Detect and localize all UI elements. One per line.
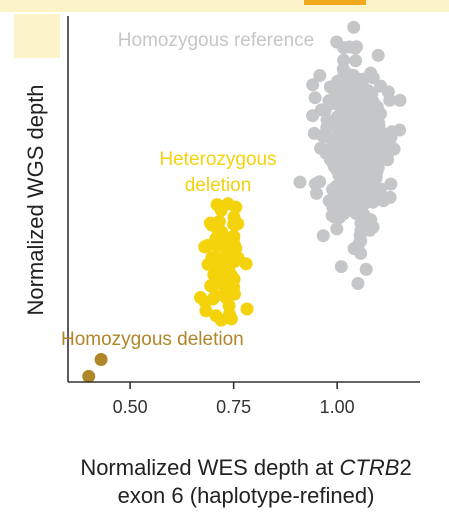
annotation-homozygous-reference: Homozygous reference <box>118 30 314 51</box>
annotation-homozygous-deletion: Homozygous deletion <box>61 329 244 350</box>
point-homozygous-reference <box>351 166 365 180</box>
point-heterozygous-deletion <box>226 232 240 245</box>
point-homozygous-reference <box>313 175 327 189</box>
point-homozygous-reference <box>371 48 385 62</box>
annotation-heterozygous-line2: deletion <box>185 175 252 196</box>
point-homozygous-reference <box>327 210 341 224</box>
point-homozygous-reference <box>357 197 371 211</box>
point-homozygous-reference <box>313 69 327 82</box>
point-homozygous-deletion <box>94 353 108 366</box>
point-homozygous-reference <box>345 111 358 124</box>
point-heterozygous-deletion <box>240 302 254 316</box>
point-homozygous-reference <box>393 93 407 107</box>
point-heterozygous-deletion <box>222 263 236 277</box>
point-homozygous-deletion <box>82 369 96 383</box>
point-homozygous-reference <box>374 145 388 158</box>
top-strip-accent <box>304 0 366 5</box>
point-homozygous-reference <box>365 86 379 100</box>
point-homozygous-reference <box>352 236 366 250</box>
point-homozygous-reference <box>314 141 328 155</box>
point-homozygous-reference <box>331 161 345 175</box>
point-homozygous-reference <box>334 260 348 274</box>
point-homozygous-reference <box>370 100 384 114</box>
x-axis-title-line2: exon 6 (haplotype-refined) <box>118 483 375 508</box>
point-heterozygous-deletion <box>211 223 225 237</box>
top-strip <box>0 0 449 12</box>
point-homozygous-reference <box>338 145 352 159</box>
y-axis-title: Normalized WGS depth <box>23 84 48 315</box>
x-axis-title: Normalized WES depth at CTRB2 <box>80 455 411 480</box>
point-homozygous-reference <box>310 186 323 200</box>
point-heterozygous-deletion <box>229 200 243 214</box>
point-heterozygous-deletion <box>227 280 241 294</box>
point-homozygous-reference <box>343 40 357 54</box>
point-heterozygous-deletion <box>194 291 207 304</box>
points-layer <box>82 20 407 383</box>
point-homozygous-reference <box>347 127 361 141</box>
point-homozygous-reference <box>349 97 363 111</box>
point-heterozygous-deletion <box>214 203 228 217</box>
x-tick-label: 1.00 <box>320 397 355 417</box>
point-homozygous-reference <box>320 121 334 134</box>
point-homozygous-reference <box>373 182 387 196</box>
point-homozygous-reference <box>347 155 361 169</box>
point-homozygous-reference <box>359 262 373 276</box>
x-ticks: 0.50 0.75 1.00 <box>113 382 355 417</box>
point-heterozygous-deletion <box>210 251 224 265</box>
point-heterozygous-deletion <box>201 257 215 271</box>
point-heterozygous-deletion <box>208 236 222 250</box>
point-homozygous-reference <box>384 177 398 191</box>
point-heterozygous-deletion <box>239 257 253 271</box>
point-heterozygous-deletion <box>227 217 241 231</box>
point-homozygous-reference <box>393 123 407 137</box>
point-homozygous-reference <box>336 94 350 108</box>
point-homozygous-reference <box>316 229 330 243</box>
point-heterozygous-deletion <box>204 279 218 293</box>
point-homozygous-reference <box>384 130 398 144</box>
point-homozygous-reference <box>363 223 377 237</box>
point-homozygous-reference <box>343 70 357 84</box>
point-homozygous-reference <box>330 222 344 236</box>
point-homozygous-reference <box>318 104 332 118</box>
point-heterozygous-deletion <box>198 240 212 254</box>
panel-corner-shade <box>14 14 60 58</box>
point-homozygous-reference <box>351 206 365 220</box>
point-homozygous-reference <box>306 78 320 92</box>
point-heterozygous-deletion <box>223 307 236 321</box>
annotation-heterozygous-line1: Heterozygous <box>159 149 276 170</box>
point-homozygous-reference <box>349 54 363 68</box>
point-homozygous-reference <box>326 182 340 196</box>
point-homozygous-reference <box>355 146 368 159</box>
point-homozygous-reference <box>383 93 397 107</box>
point-homozygous-reference <box>347 20 361 34</box>
point-homozygous-reference <box>356 72 370 86</box>
x-tick-label: 0.75 <box>216 397 251 417</box>
point-homozygous-reference <box>372 116 386 130</box>
point-homozygous-reference <box>308 91 322 105</box>
point-heterozygous-deletion <box>228 253 242 267</box>
point-homozygous-reference <box>358 106 372 120</box>
point-homozygous-reference <box>362 171 376 185</box>
point-homozygous-reference <box>293 175 307 189</box>
point-homozygous-reference <box>351 277 365 290</box>
x-tick-label: 0.50 <box>113 397 148 417</box>
point-homozygous-reference <box>374 79 388 93</box>
point-homozygous-reference <box>345 82 359 96</box>
point-homozygous-reference <box>346 189 360 203</box>
